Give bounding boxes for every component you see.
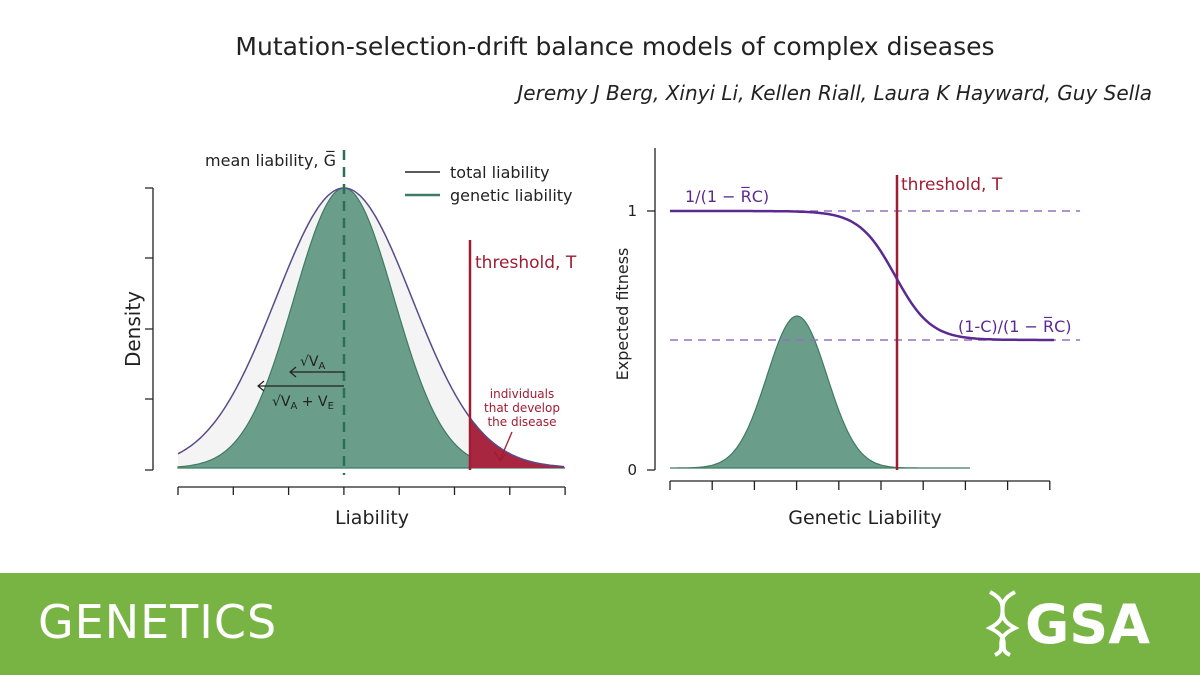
annotation-arrow [494, 431, 513, 463]
y-tick-label: 0 [627, 461, 637, 479]
annotation: individuals that develop the disease [484, 387, 560, 429]
sd-arrows [257, 366, 344, 392]
x-label: Liability [335, 507, 409, 529]
y-label: Expected fitness [613, 248, 632, 381]
mean-label: mean liability, G̅ [205, 151, 336, 170]
fitness-curve [670, 209, 1054, 342]
y-tick-label: 1 [627, 202, 637, 220]
sd-genetic: √VA [300, 354, 326, 372]
society-name: GSA [1025, 593, 1150, 656]
x-axis [669, 480, 1051, 490]
journal-name: GENETICS [38, 595, 277, 649]
upper-label: 1/(1 − R̅C) [685, 187, 769, 206]
legend-entry: total liability [450, 163, 550, 182]
legend-entry: genetic liability [450, 186, 573, 205]
x-label: Genetic Liability [788, 507, 941, 529]
annotation-line: individuals [490, 387, 555, 401]
genetic-density [670, 315, 970, 469]
left-figure: Density Liability mean liability, G̅ tot… [121, 150, 577, 529]
threshold-label: threshold, T [901, 175, 1003, 195]
title: Mutation-selection-drift balance models … [235, 32, 994, 61]
annotation-line: that develop [484, 401, 560, 415]
dna-icon [985, 590, 1020, 657]
x-axis [177, 486, 566, 495]
sd-total: √VA + VE [272, 394, 334, 412]
y-axis [145, 187, 154, 471]
tail-area [470, 417, 565, 468]
authors: Jeremy J Berg, Xinyi Li, Kellen Riall, L… [513, 81, 1152, 105]
annotation-line: the disease [487, 415, 556, 429]
right-figure: 1 0 Expected fitness Genetic Liability 1… [613, 148, 1080, 529]
threshold-label: threshold, T [475, 253, 577, 273]
y-axis [647, 148, 656, 471]
footer-bar [0, 573, 1200, 675]
total-curve [177, 187, 565, 468]
y-label: Density [121, 291, 145, 367]
lower-label: (1-C)/(1 − R̅C) [958, 317, 1072, 336]
